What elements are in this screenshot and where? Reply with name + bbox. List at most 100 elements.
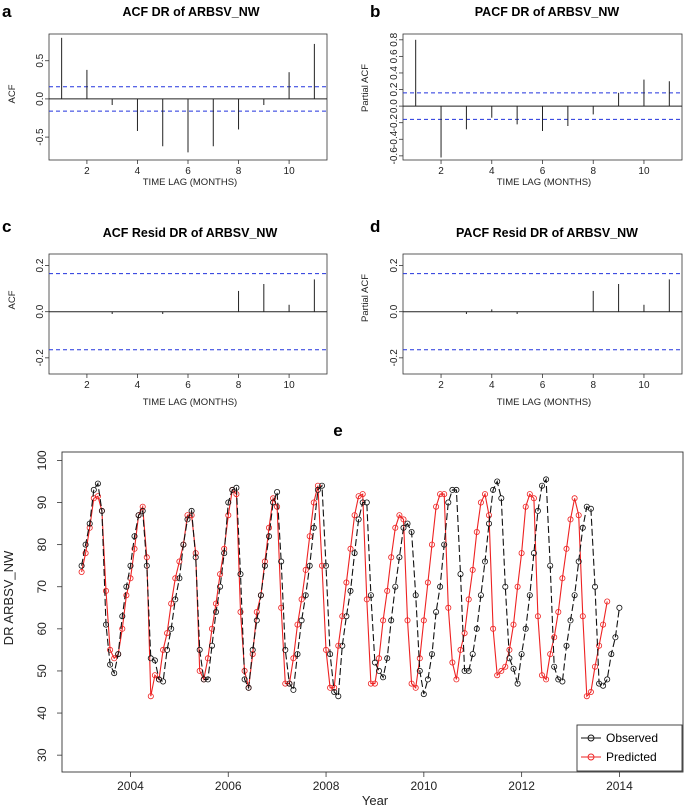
data-point-predicted [314,482,321,489]
data-point-observed [514,680,521,687]
legend-label: Observed [606,731,658,745]
data-point-observed [465,667,472,674]
panel-a-title: ACF DR of ARBSV_NW [122,5,259,19]
x-tick-label: 2 [84,166,90,177]
data-point-predicted [445,604,452,611]
data-point-predicted [473,529,480,536]
y-tick-label: 0.2 [35,258,46,272]
x-tick-label: 10 [638,380,650,391]
x-tick-label: 10 [284,380,296,391]
y-tick-label: 0.2 [389,258,400,272]
data-point-predicted [481,491,488,498]
data-point-predicted [547,651,554,658]
data-point-predicted [502,663,509,670]
data-point-observed [184,516,191,523]
y-tick-label: 0.0 [35,304,46,318]
data-point-observed [477,592,484,599]
y-tick-label: 0.6 [389,49,400,63]
data-point-observed [408,529,415,536]
y-tick-label: 0.2 [389,82,400,96]
panel-a-acf: a ACF DR of ARBSV_NW TIME LAG (MONTHS) A… [2,2,328,188]
data-point-predicted [318,562,325,569]
data-point-observed [103,621,110,628]
data-point-predicted [579,613,586,620]
data-point-observed [82,541,89,548]
x-tick-label: 10 [284,166,296,177]
data-point-observed [543,476,550,483]
data-point-observed [200,676,207,683]
data-point-observed [388,617,395,624]
panel-e-ylabel: DR ARBSV_NW [1,550,16,645]
data-point-observed [612,634,619,641]
data-point-predicted [600,621,607,628]
data-point-predicted [123,592,130,599]
panel-a-ylabel: ACF [7,84,18,103]
series-line-predicted [81,485,608,698]
data-point-predicted [306,533,313,540]
panel-c-xlabel: TIME LAG (MONTHS) [143,397,237,408]
y-tick-label: 0.0 [389,304,400,318]
data-point-observed [347,587,354,594]
data-point-observed [196,646,203,653]
data-point-predicted [428,541,435,548]
x-tick-label: 6 [540,166,546,177]
data-point-predicted [543,676,550,683]
plot-frame [61,451,684,773]
data-point-predicted [555,609,562,616]
data-point-observed [424,676,431,683]
x-tick-label: 8 [590,380,596,391]
y-tick-label: 30 [35,748,49,762]
data-point-observed [490,486,497,493]
data-point-predicted [604,598,611,605]
data-point-observed [412,592,419,599]
panel-e-timeseries: e Year DR ARBSV_NW 2004 2006 2008 2010 2012 2… [1,421,684,807]
data-point-observed [396,554,403,561]
data-point-predicted [433,503,440,510]
data-point-predicted [457,646,464,653]
data-point-observed [416,667,423,674]
data-point-predicted [302,566,309,573]
data-point-observed [265,533,272,540]
data-point-observed [314,486,321,493]
data-point-predicted [347,545,354,552]
data-point-observed [237,571,244,578]
data-point-observed [534,507,541,514]
data-point-predicted [437,491,444,498]
x-tick-label: 2006 [215,779,242,793]
data-point-predicted [265,524,272,531]
data-point-observed [164,646,171,653]
data-point-observed [433,609,440,616]
data-point-observed [453,486,460,493]
panel-b-pacf: b PACF DR of ARBSV_NW TIME LAG (MONTHS) … [360,2,683,188]
data-point-predicted [327,684,334,691]
data-point-observed [428,651,435,658]
data-point-observed [359,499,366,506]
y-tick-label: -0.5 [35,128,46,146]
data-point-observed [221,550,228,557]
data-point-observed [188,507,195,514]
legend-label: Predicted [606,750,657,764]
plot-frame [48,253,328,375]
data-point-observed [270,499,277,506]
data-point-observed [318,482,325,489]
data-point-observed [510,665,517,672]
data-point-observed [261,562,268,569]
data-point-predicted [392,524,399,531]
y-tick-label: 0.0 [35,92,46,106]
data-point-observed [604,676,611,683]
y-tick-label: 0.4 [389,66,400,80]
data-point-predicted [274,503,281,510]
panel-c-acf-resid: c ACF Resid DR of ARBSV_NW TIME LAG (MON… [2,217,328,408]
legend-swatch-marker [587,734,595,742]
data-point-observed [363,499,370,506]
data-point-predicted [494,672,501,679]
data-point-observed [371,659,378,666]
data-point-predicted [351,512,358,519]
data-point-predicted [490,625,497,632]
x-tick-label: 2010 [410,779,437,793]
y-tick-label: -0.2 [389,349,400,367]
data-point-observed [355,516,362,523]
data-point-observed [225,499,232,506]
data-point-observed [384,655,391,662]
